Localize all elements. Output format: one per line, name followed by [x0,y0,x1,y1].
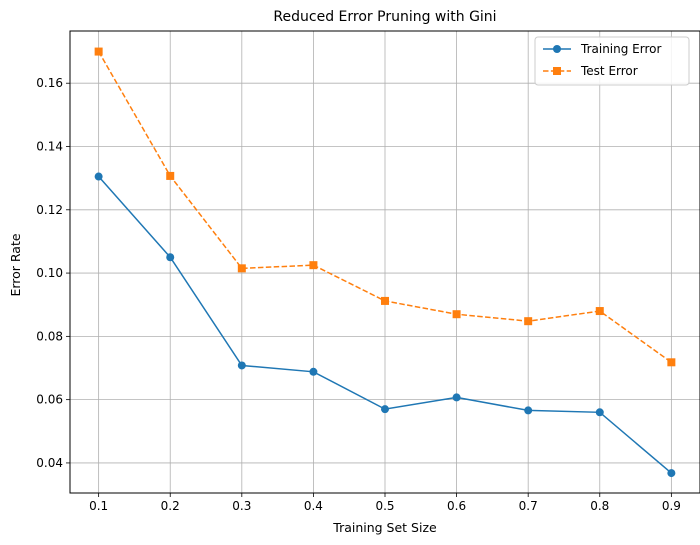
training-error-point [94,172,103,181]
test-error-point [524,317,533,326]
x-axis-ticks: 0.1 0.2 0.3 0.4 0.5 0.6 0.7 0.8 0.9 [89,493,681,513]
legend-label: Test Error [580,64,638,78]
test-error-point [166,171,175,180]
test-error-point [237,264,246,273]
y-axis-ticks: 0.04 0.06 0.08 0.10 0.12 0.14 0.16 [36,76,70,470]
x-tick-label: 0.5 [375,499,394,513]
chart-title: Reduced Error Pruning with Gini [273,9,496,25]
x-tick-label: 0.3 [232,499,251,513]
y-tick-label: 0.12 [36,203,63,217]
y-tick-label: 0.14 [36,140,63,154]
y-tick-label: 0.04 [36,456,63,470]
training-error-series [94,172,676,478]
test-error-point [595,307,604,316]
test-error-series [94,47,676,367]
x-tick-label: 0.4 [304,499,323,513]
x-tick-label: 0.9 [662,499,681,513]
training-error-point [166,253,175,262]
test-error-point [94,47,103,56]
x-tick-label: 0.1 [89,499,108,513]
legend-item-test-error: Test Error [543,64,638,78]
x-tick-label: 0.6 [447,499,466,513]
y-axis-label: Error Rate [8,233,23,296]
legend-marker [553,67,561,75]
training-error-point [237,361,246,370]
training-error-point [452,393,461,402]
legend-item-training-error: Training Error [543,42,661,56]
series-layer [94,47,676,478]
legend-label: Training Error [580,42,661,56]
y-tick-label: 0.08 [36,329,63,343]
y-tick-label: 0.10 [36,266,63,280]
x-tick-label: 0.7 [519,499,538,513]
training-error-point [381,405,389,414]
legend-marker [553,45,561,53]
legend-box [534,36,690,86]
y-tick-label: 0.06 [36,393,63,407]
training-error-point [524,406,533,415]
legend: Training Error Test Error [534,36,690,86]
training-error-point [667,469,676,478]
y-tick-label: 0.16 [36,76,63,90]
x-tick-label: 0.8 [590,499,609,513]
test-error-point [309,261,318,270]
test-error-point [381,296,389,305]
training-error-point [595,408,604,417]
x-axis-label: Training Set Size [332,520,437,535]
test-error-point [452,310,461,319]
grid [70,31,700,493]
x-tick-label: 0.2 [161,499,180,513]
test-error-point [667,358,676,367]
training-error-point [309,367,318,376]
